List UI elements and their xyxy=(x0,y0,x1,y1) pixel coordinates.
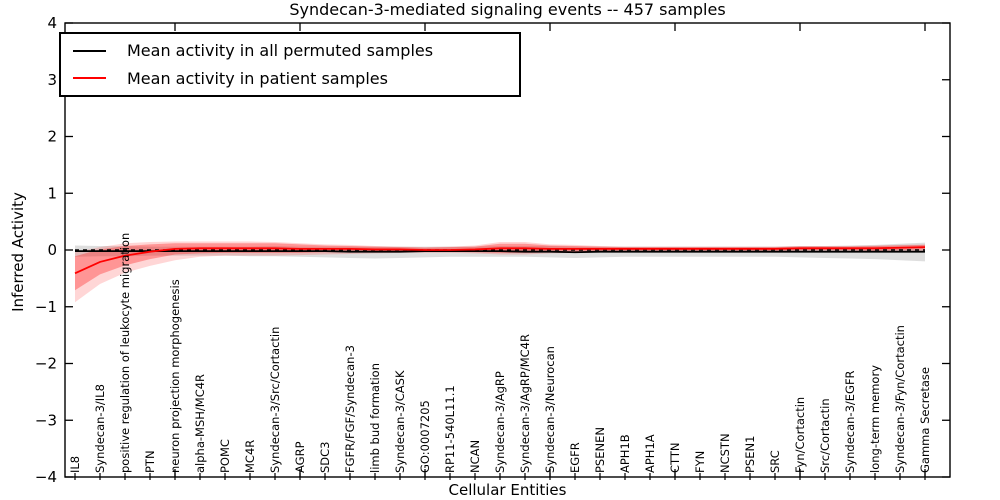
y-tick-label: 0 xyxy=(47,241,57,259)
y-tick-label: 4 xyxy=(47,14,57,32)
legend-label-patient: Mean activity in patient samples xyxy=(127,68,388,88)
chart-title: Syndecan-3-mediated signaling events -- … xyxy=(289,0,726,19)
x-tick-label: APH1B xyxy=(618,434,632,473)
x-tick-label: Syndecan-3/Fyn/Cortactin xyxy=(893,325,907,473)
y-tick-label: −3 xyxy=(35,411,57,429)
y-axis-label: Inferred Activity xyxy=(9,192,27,312)
legend: Mean activity in all permuted samples Me… xyxy=(59,32,521,97)
x-major-ticks xyxy=(174,23,926,477)
x-tick-label: Syndecan-3/Neurocan xyxy=(543,346,557,473)
x-tick-label: Fyn/Cortactin xyxy=(793,397,807,473)
y-tick-label: 1 xyxy=(47,184,57,202)
x-tick-label: FYN xyxy=(693,451,707,473)
y-tick-label: −1 xyxy=(35,298,57,316)
x-tick-label: Src/Cortactin xyxy=(818,398,832,473)
x-tick-label: GO:0007205 xyxy=(418,400,432,473)
x-tick-label: PSEN1 xyxy=(743,436,757,473)
x-tick-label: Syndecan-3/AgRP xyxy=(493,371,507,473)
x-tick-label: NCAN xyxy=(468,440,482,473)
x-tick-label: MC4R xyxy=(243,440,257,473)
y-tick-label: −4 xyxy=(35,468,57,486)
x-tick-label: Gamma Secretase xyxy=(918,367,932,473)
x-tick-label: POMC xyxy=(218,439,232,473)
x-tick-label: AGRP xyxy=(293,441,307,473)
y-tick-label: 2 xyxy=(47,128,57,146)
patient-line-swatch xyxy=(73,77,106,80)
y-tick-label: 3 xyxy=(47,71,57,89)
x-tick-label: Syndecan-3/EGFR xyxy=(843,370,857,473)
legend-entry-permuted: Mean activity in all permuted samples xyxy=(61,38,519,64)
x-tick-labels: IL8 Syndecan-3/IL8 positive regulation of … xyxy=(68,233,932,473)
x-tick-label: neuron projection morphogenesis xyxy=(168,279,182,473)
x-tick-label: Syndecan-3/CASK xyxy=(393,370,407,473)
x-tick-label: IL8 xyxy=(68,456,82,473)
x-tick-label: Syndecan-3/Src/Cortactin xyxy=(268,327,282,473)
x-tick-label: PSENEN xyxy=(593,427,607,473)
permuted-line-swatch xyxy=(73,49,106,52)
x-tick-label: SRC xyxy=(768,450,782,473)
x-tick-label: APH1A xyxy=(643,434,657,473)
x-tick-label: Syndecan-3/IL8 xyxy=(93,384,107,473)
x-tick-label: CTTN xyxy=(668,443,682,473)
x-axis-label: Cellular Entities xyxy=(448,481,567,499)
x-tick-label: limb bud formation xyxy=(368,363,382,473)
y-axis-ticks: −4 −3 −2 −1 0 1 2 3 4 xyxy=(35,14,950,486)
legend-label-permuted: Mean activity in all permuted samples xyxy=(127,41,434,61)
x-tick-label: long-term memory xyxy=(868,365,882,473)
x-tick-label: positive regulation of leukocyte migrati… xyxy=(118,233,132,473)
x-tick-label: Syndecan-3/AgRP/MC4R xyxy=(518,334,532,473)
x-tick-label: SDC3 xyxy=(318,441,332,473)
permuted-mean-line xyxy=(75,250,925,254)
x-tick-label: NCSTN xyxy=(718,433,732,473)
x-tick-label: RP11-540L11.1 xyxy=(443,385,457,473)
legend-entry-patient: Mean activity in patient samples xyxy=(61,65,519,91)
x-tick-label: EGFR xyxy=(568,442,582,473)
x-tick-label: FGFR/FGF/Syndecan-3 xyxy=(343,345,357,473)
y-tick-label: −2 xyxy=(35,355,57,373)
x-tick-label: alpha-MSH/MC4R xyxy=(193,374,207,473)
patient-mean-line xyxy=(74,246,926,275)
x-tick-label: PTN xyxy=(143,450,157,473)
